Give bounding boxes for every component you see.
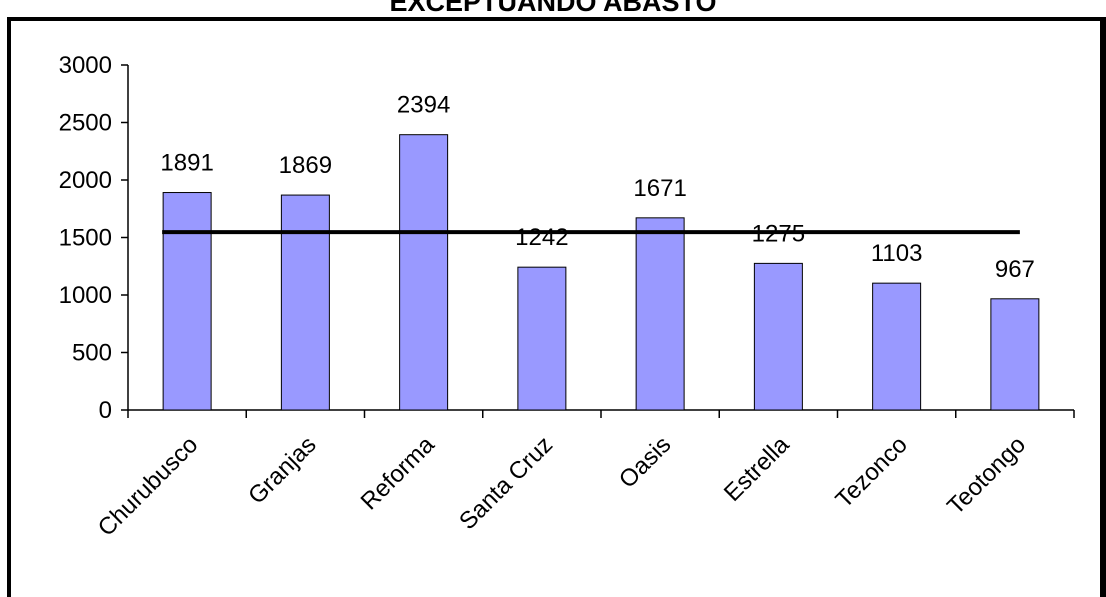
y-axis: 0 500 1000 1500 2000 2500 3000 — [59, 52, 129, 424]
category-label: Oasis — [614, 431, 676, 493]
data-label: 2394 — [397, 92, 450, 119]
category-label: Churubusco — [93, 431, 204, 542]
bar — [517, 266, 567, 411]
data-label: 1275 — [752, 220, 805, 247]
y-tick-label: 2500 — [59, 110, 112, 137]
chart-frame — [7, 17, 1106, 597]
chart-title: EXCEPTUANDO ABASTO — [389, 0, 717, 17]
y-tick-label: 1000 — [59, 282, 112, 309]
category-labels: Churubusco Granjas Reforma Santa Cruz Oasis E… — [93, 431, 1031, 542]
y-tick-label: 2000 — [59, 167, 112, 194]
category-label: Granjas — [243, 431, 322, 510]
y-tick-label: 1500 — [59, 225, 112, 252]
data-labels: 1891 1869 2394 1242 1671 1275 1103 967 — [160, 92, 1034, 283]
bar — [399, 134, 449, 411]
category-label: Tezonco — [831, 431, 913, 513]
data-label: 1242 — [515, 224, 568, 251]
y-tick-label: 0 — [99, 397, 112, 424]
data-label: 1891 — [160, 150, 213, 177]
bar — [990, 298, 1040, 411]
category-label: Reforma — [356, 431, 441, 516]
bar — [753, 262, 803, 411]
data-label: 1103 — [871, 240, 923, 267]
category-label: Estrella — [719, 431, 795, 507]
data-label: 1671 — [633, 175, 686, 202]
y-tick-label: 3000 — [59, 52, 112, 79]
bar — [162, 192, 212, 411]
data-label: 1869 — [279, 152, 332, 179]
bar — [872, 282, 922, 411]
category-label: Santa Cruz — [454, 431, 558, 535]
data-label: 967 — [995, 256, 1035, 283]
bar — [280, 194, 330, 411]
y-tick-label: 500 — [72, 340, 112, 367]
x-axis — [127, 409, 1075, 418]
category-label: Teotongo — [942, 431, 1031, 520]
bar — [635, 217, 685, 411]
